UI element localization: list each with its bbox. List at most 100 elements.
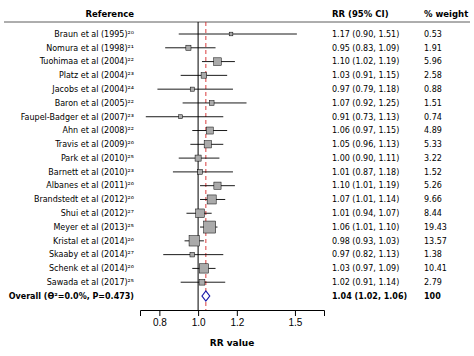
rr-label: 1.06 (0.97, 1.15): [332, 126, 399, 135]
study-box: [198, 169, 203, 174]
study-box: [190, 252, 195, 257]
weight-label: 0.53: [424, 30, 442, 39]
study-label: Tuohimaa et al (2004)²²: [39, 57, 134, 66]
x-tick-label: 1.2: [230, 317, 244, 328]
study-box: [199, 264, 208, 273]
rr-label: 1.07 (1.01, 1.14): [332, 195, 399, 204]
weight-label: 1.38: [424, 250, 442, 259]
x-axis-title: RR value: [210, 338, 255, 348]
study-box: [207, 195, 216, 204]
rr-label: 1.10 (1.01, 1.19): [332, 181, 399, 190]
rr-label: 1.01 (0.94, 1.07): [332, 209, 399, 218]
weight-label: 5.26: [424, 181, 442, 190]
weight-label: 2.79: [424, 278, 442, 287]
study-box: [179, 115, 183, 119]
study-box: [196, 209, 205, 218]
study-label: Shui et al (2012)²⁷: [61, 209, 134, 218]
weight-label: 13.57: [424, 237, 447, 246]
chart: Reference RR (95% CI) % weight 0.8 1.0 1.2 1.5…: [0, 0, 474, 356]
rr-label: 1.07 (0.92, 1.25): [332, 99, 399, 108]
rr-label: 1.02 (0.91, 1.14): [332, 278, 399, 287]
study-box: [206, 127, 213, 134]
study-label: Travis et al (2009)²⁶: [54, 140, 134, 149]
overall-rr-label: 1.04 (1.02, 1.06): [332, 292, 407, 301]
weight-label: 5.96: [424, 57, 442, 66]
study-label: Schenk et al (2014)²⁶: [49, 264, 134, 273]
column-headers: Reference RR (95% CI) % weight: [85, 9, 468, 19]
weight-label: 19.43: [424, 223, 447, 232]
study-box: [214, 182, 221, 189]
weight-label: 8.44: [424, 209, 442, 218]
weight-label: 4.89: [424, 126, 442, 135]
study-box: [214, 58, 222, 66]
x-tick-mark: [237, 310, 238, 316]
rr-label: 1.06 (1.01, 1.10): [332, 223, 399, 232]
study-label: Baron et al (2005)²²: [55, 99, 134, 108]
weight-label: 1.91: [424, 44, 442, 53]
study-box: [195, 155, 201, 161]
weight-label: 10.41: [424, 264, 447, 273]
study-label: Albanes et al (2011)²⁶: [46, 181, 134, 190]
row-texts: Braun et al (1995)²⁰1.17 (0.90, 1.51)0.5…: [9, 30, 447, 301]
rr-label: 1.17 (0.90, 1.51): [332, 30, 399, 39]
x-tick-label: 0.8: [153, 317, 167, 328]
study-label: Nomura et al (1998)²¹: [46, 44, 134, 53]
x-tick: 1.0: [192, 310, 206, 328]
overall-label: Overall (ϴ²=0.0%, P=0.473): [9, 292, 134, 301]
x-tick-mark: [198, 310, 199, 316]
ci-line: [157, 89, 233, 90]
study-box: [204, 221, 216, 233]
study-box: [201, 73, 207, 79]
study-label: Skaaby et al (2014)²⁷: [49, 250, 134, 259]
study-label: Park et al (2010)²⁵: [61, 154, 134, 163]
ci-line: [146, 116, 223, 117]
overall-weight-label: 100: [424, 292, 441, 301]
rr-label: 0.98 (0.93, 1.03): [332, 237, 399, 246]
rr-label: 1.01 (0.87, 1.18): [332, 168, 399, 177]
ci-line: [179, 34, 297, 35]
study-label: Faupel-Badger et al (2007)²³: [21, 113, 134, 122]
study-label: Barnett et al (2010)²³: [48, 168, 134, 177]
overall-diamond: [202, 291, 210, 301]
column-header: RR (95% CI): [332, 9, 389, 19]
study-box: [190, 87, 194, 91]
x-axis: 0.8 1.0 1.2 1.5: [141, 310, 325, 328]
ci-line: [173, 171, 233, 172]
header-rule: [4, 22, 470, 23]
x-tick: 1.2: [230, 310, 244, 328]
ci-line: [183, 102, 247, 103]
rr-label: 1.03 (0.91, 1.15): [332, 71, 399, 80]
x-tick-mark: [159, 310, 160, 316]
weight-label: 0.74: [424, 113, 442, 122]
study-label: Ahn et al (2008)²²: [63, 126, 134, 135]
study-label: Sawada et al (2017)²⁵: [47, 278, 134, 287]
study-box: [204, 141, 211, 148]
null-line: [198, 22, 199, 310]
x-tick-label: 1.0: [192, 317, 206, 328]
column-header: % weight: [424, 9, 468, 19]
rr-label: 1.00 (0.90, 1.11): [332, 154, 399, 163]
study-box: [209, 101, 214, 106]
weight-label: 0.88: [424, 85, 442, 94]
study-box: [229, 32, 233, 36]
weight-label: 3.22: [424, 154, 442, 163]
study-label: Meyer et al (2013)²⁵: [53, 223, 134, 232]
study-box: [186, 45, 191, 50]
study-label: Jacobs et al (2004)²⁴: [51, 85, 134, 94]
rr-label: 0.91 (0.73, 1.13): [332, 113, 399, 122]
x-tick: 1.5: [288, 310, 302, 328]
weight-label: 5.33: [424, 140, 442, 149]
plot-area: [146, 22, 297, 310]
rr-label: 1.05 (0.96, 1.13): [332, 140, 399, 149]
weight-label: 9.66: [424, 195, 442, 204]
rr-label: 1.10 (1.02, 1.19): [332, 57, 399, 66]
rr-label: 0.97 (0.82, 1.13): [332, 250, 399, 259]
column-header: Reference: [85, 9, 134, 19]
weight-label: 2.58: [424, 71, 442, 80]
weight-label: 1.52: [424, 168, 442, 177]
study-label: Brandstedt et al (2012)²⁶: [34, 195, 134, 204]
rr-label: 0.95 (0.83, 1.09): [332, 44, 399, 53]
x-tick: 0.8: [153, 310, 167, 328]
rr-label: 1.03 (0.97, 1.09): [332, 264, 399, 273]
rr-label: 0.97 (0.79, 1.18): [332, 85, 399, 94]
